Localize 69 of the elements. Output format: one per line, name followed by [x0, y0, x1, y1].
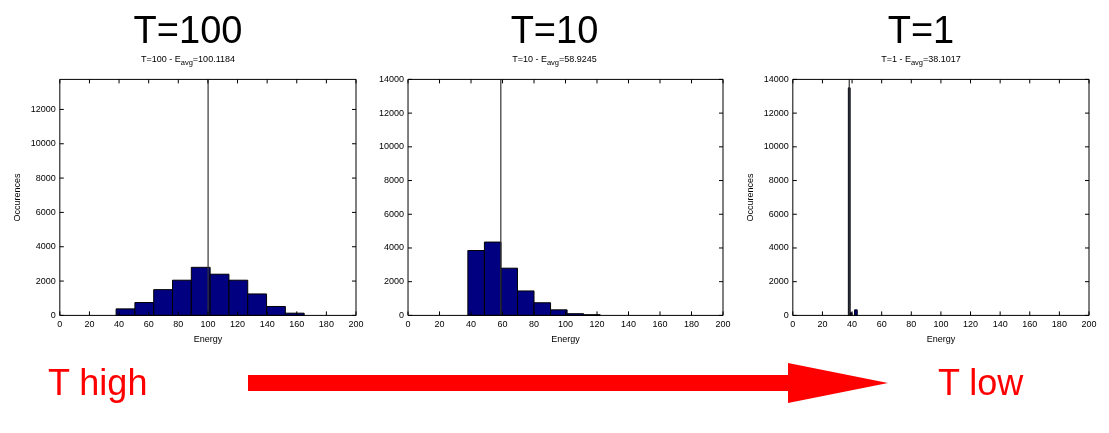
y-tick-label: 2000	[768, 275, 789, 286]
x-tick-label: 80	[906, 319, 917, 330]
x-tick-label: 0	[57, 319, 63, 330]
x-tick-label: 120	[963, 319, 979, 330]
y-tick-label: 2000	[383, 275, 404, 286]
x-tick-label: 80	[173, 319, 184, 330]
x-tick-label: 0	[405, 319, 411, 330]
y-tick-label: 12000	[763, 107, 789, 118]
x-tick-label: 200	[1081, 319, 1097, 330]
x-tick-label: 180	[1051, 319, 1067, 330]
x-tick-label: 180	[318, 319, 334, 330]
x-tick-label: 200	[714, 319, 731, 330]
x-axis-title: Energy	[193, 333, 223, 344]
x-tick-label: 160	[651, 319, 668, 330]
y-tick-label: 6000	[383, 208, 404, 219]
y-tick-label: 2000	[35, 275, 56, 286]
y-tick-label: 8000	[768, 174, 789, 185]
x-axis-title: Energy	[550, 333, 580, 344]
chart-title: T=1	[886, 8, 956, 52]
chart-title: T=10	[509, 8, 600, 52]
x-tick-label: 140	[992, 319, 1008, 330]
x-axis-title: Energy	[926, 333, 956, 344]
y-tick-label: 12000	[30, 103, 56, 114]
chart-title: T=100	[132, 8, 244, 52]
x-tick-label: 180	[683, 319, 699, 330]
y-tick-label: 6000	[35, 206, 56, 217]
x-tick-label: 80	[528, 319, 539, 330]
y-tick-label: 8000	[35, 172, 56, 183]
x-tick-label: 20	[817, 319, 828, 330]
text: T low	[938, 361, 1024, 404]
y-tick-label: 0	[783, 309, 789, 320]
x-tick-label: 60	[143, 319, 154, 330]
text: T high	[47, 361, 149, 404]
y-axis-title: Occurences	[744, 172, 755, 222]
y-tick-label: 4000	[35, 241, 56, 252]
x-tick-label: 120	[230, 319, 246, 330]
x-tick-label: 100	[933, 319, 949, 330]
chart-subtitle: T=10 - E$_{avg}$=58.9245	[511, 53, 598, 69]
y-tick-label: 10000	[763, 141, 789, 152]
x-tick-label: 60	[876, 319, 887, 330]
y-tick-label: 4000	[383, 242, 404, 253]
x-tick-label: 120	[589, 319, 605, 330]
y-tick-label: 10000	[30, 138, 56, 149]
x-tick-label: 140	[259, 319, 275, 330]
x-tick-label: 0	[790, 319, 796, 330]
x-tick-label: 160	[289, 319, 305, 330]
x-tick-label: 40	[465, 319, 476, 330]
y-tick-label: 10000	[378, 141, 404, 152]
y-tick-label: 0	[50, 309, 56, 320]
chart-subtitle: T=1 - E$_{avg}$=38.1017	[880, 53, 962, 69]
x-tick-label: 160	[1022, 319, 1038, 330]
x-tick-label: 100	[200, 319, 216, 330]
y-tick-label: 4000	[768, 242, 789, 253]
x-tick-label: 60	[497, 319, 508, 330]
y-tick-label: 14000	[378, 73, 404, 84]
y-tick-label: 6000	[768, 208, 789, 219]
x-tick-label: 140	[620, 319, 636, 330]
x-tick-label: 20	[434, 319, 445, 330]
chart-subtitle: T=100 - E$_{avg}$=100.1184	[140, 53, 236, 69]
x-tick-label: 200	[348, 319, 364, 330]
x-tick-label: 40	[114, 319, 125, 330]
y-axis-title: Occurences	[11, 172, 22, 222]
y-tick-label: 14000	[763, 73, 789, 84]
y-tick-label: 8000	[383, 174, 404, 185]
y-tick-label: 0	[398, 309, 404, 320]
x-tick-label: 100	[557, 319, 573, 330]
x-tick-label: 40	[847, 319, 858, 330]
x-tick-label: 20	[84, 319, 95, 330]
y-tick-label: 12000	[378, 107, 404, 118]
